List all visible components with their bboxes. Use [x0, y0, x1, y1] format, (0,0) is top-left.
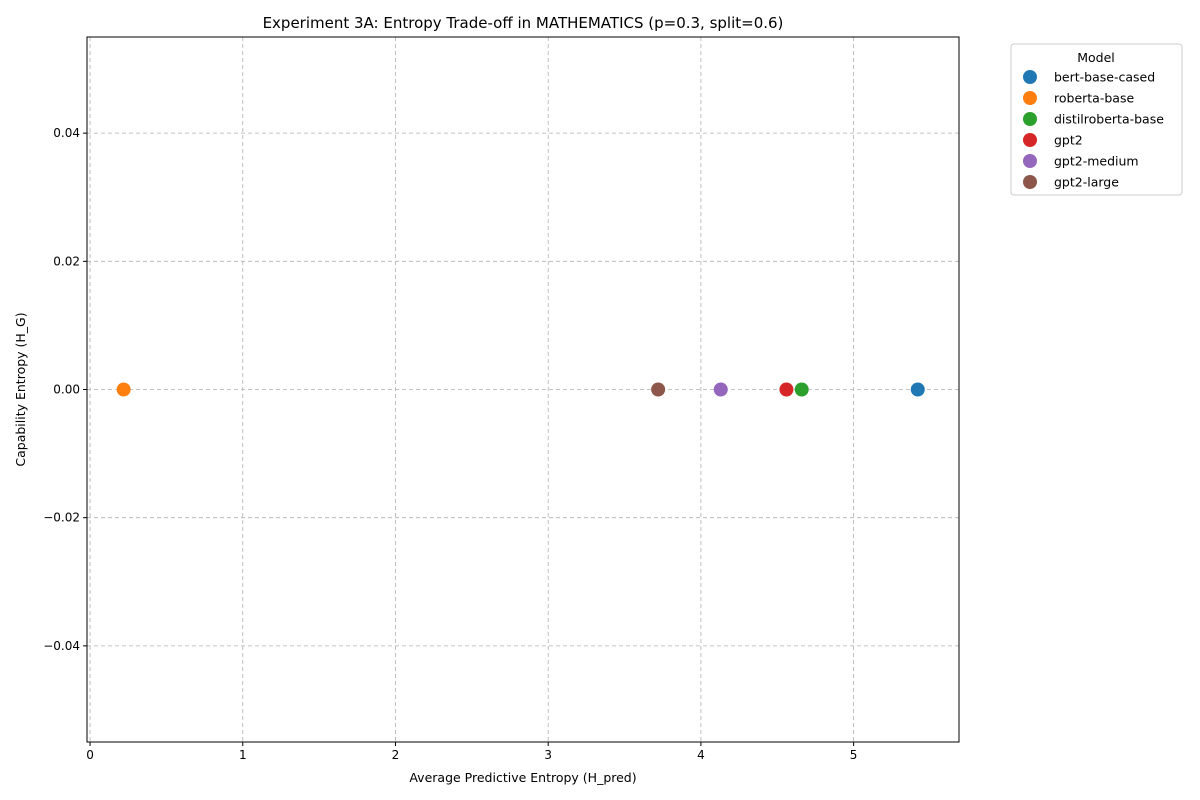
x-axis: 0 1 2 3 4 5 [86, 742, 857, 762]
data-point-distilroberta-base [794, 382, 809, 397]
data-point-roberta-base [116, 382, 131, 397]
data-point-gpt2 [779, 382, 794, 397]
legend-marker-bert-base-cased [1023, 70, 1037, 84]
legend-marker-gpt2 [1023, 133, 1037, 147]
chart-title: Experiment 3A: Entropy Trade-off in MATH… [263, 14, 784, 32]
legend-label-distilroberta-base: distilroberta-base [1054, 112, 1164, 127]
data-points [116, 382, 925, 397]
legend-frame [1010, 43, 1183, 196]
x-tick-label: 2 [392, 748, 400, 762]
x-tick-label: 3 [544, 748, 552, 762]
legend: Model bert-base-cased roberta-base distilr… [1010, 43, 1183, 196]
legend-label-bert-base-cased: bert-base-cased [1054, 70, 1155, 85]
legend-label-gpt2-medium: gpt2-medium [1054, 154, 1139, 169]
y-tick-label: 0.02 [53, 254, 80, 268]
x-axis-label: Average Predictive Entropy (H_pred) [409, 770, 636, 785]
grid [87, 37, 959, 742]
legend-marker-gpt2-large [1023, 175, 1037, 189]
legend-label-roberta-base: roberta-base [1054, 91, 1134, 106]
y-axis-label: Capability Entropy (H_G) [13, 312, 28, 466]
y-tick-label: 0.04 [53, 126, 80, 140]
x-tick-label: 0 [86, 748, 94, 762]
x-tick-label: 5 [850, 748, 858, 762]
x-tick-label: 1 [239, 748, 247, 762]
x-tick-label: 4 [697, 748, 705, 762]
data-point-gpt2-large [651, 382, 666, 397]
legend-label-gpt2: gpt2 [1054, 133, 1083, 148]
data-point-gpt2-medium [713, 382, 728, 397]
y-axis: −0.04 −0.02 0.00 0.02 0.04 [43, 126, 87, 653]
legend-label-gpt2-large: gpt2-large [1054, 175, 1119, 190]
y-tick-label: 0.00 [53, 383, 80, 397]
y-tick-label: −0.04 [43, 639, 80, 653]
data-point-bert-base-cased [910, 382, 925, 397]
legend-title: Model [1077, 50, 1115, 65]
legend-marker-gpt2-medium [1023, 154, 1037, 168]
legend-marker-roberta-base [1023, 91, 1037, 105]
y-tick-label: −0.02 [43, 511, 80, 525]
legend-marker-distilroberta-base [1023, 112, 1037, 126]
